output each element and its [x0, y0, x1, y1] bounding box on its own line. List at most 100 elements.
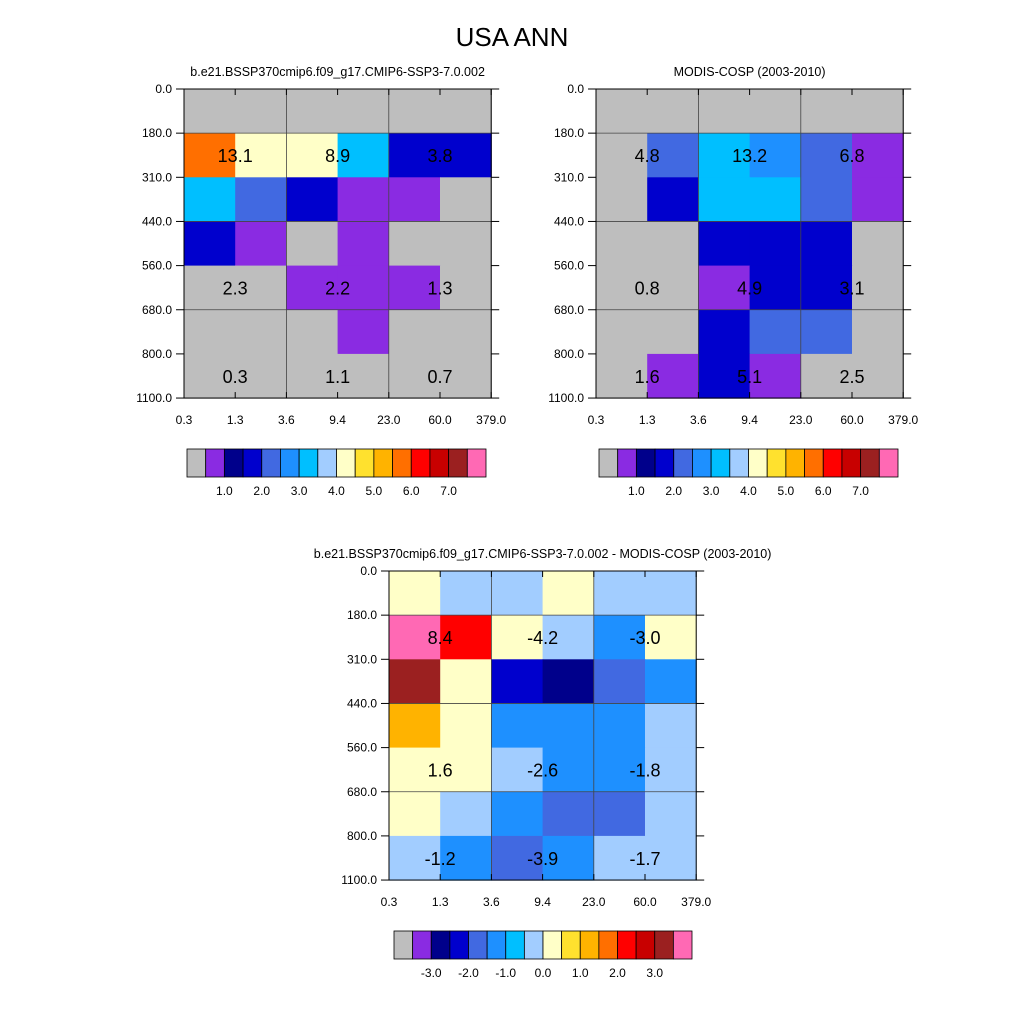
heatmap-cell — [491, 703, 544, 749]
heatmap-cell — [184, 177, 236, 223]
heatmap-cell — [593, 615, 646, 660]
colorbar-swatch — [430, 930, 451, 960]
heatmap-cell — [596, 353, 648, 399]
y-tick-label: 560.0 — [554, 259, 584, 273]
heatmap-cell — [491, 659, 544, 705]
x-tick-label: 3.6 — [690, 413, 707, 427]
y-tick-label: 560.0 — [142, 259, 172, 273]
heatmap-cell — [800, 353, 853, 399]
block-value-label: 2.5 — [839, 367, 864, 387]
block-value-label: -3.9 — [527, 849, 558, 869]
colorbar-swatch — [710, 448, 731, 478]
heatmap-cell — [749, 309, 802, 355]
heatmap-cell — [440, 791, 492, 837]
heatmap-cell — [337, 177, 390, 223]
heatmap-cell — [184, 353, 236, 399]
heatmap-cell — [286, 133, 339, 178]
heatmap-cell — [647, 89, 699, 134]
heatmap-cell — [235, 353, 287, 399]
y-tick-label: 0.0 — [155, 82, 172, 96]
colorbar-label: 1.0 — [572, 966, 589, 980]
heatmap-cell — [698, 177, 751, 223]
heatmap-cell — [596, 177, 648, 223]
y-tick-label: 680.0 — [142, 303, 172, 317]
heatmap-cell — [542, 703, 595, 749]
heatmap-cell — [440, 177, 492, 223]
heatmap-cell — [389, 659, 441, 705]
colorbar-swatch — [579, 930, 600, 960]
block-value-label: 8.4 — [428, 628, 453, 648]
heatmap-cell — [596, 133, 648, 178]
block-value-label: 13.2 — [732, 146, 767, 166]
x-tick-label: 379.0 — [888, 413, 918, 427]
colorbar-label: 5.0 — [366, 484, 383, 498]
heatmap-cell — [852, 221, 904, 267]
colorbar-label: 6.0 — [403, 484, 420, 498]
x-tick-label: 9.4 — [741, 413, 758, 427]
heatmap-cell — [800, 89, 853, 134]
heatmap-cell — [593, 835, 646, 881]
panel-title: b.e21.BSSP370cmip6.f09_g17.CMIP6-SSP3-7.… — [190, 65, 485, 79]
heatmap-cell — [593, 747, 646, 793]
heatmap-cell — [645, 615, 697, 660]
heatmap-cell — [440, 353, 492, 399]
colorbar-swatch — [673, 448, 693, 478]
x-tick-label: 379.0 — [476, 413, 506, 427]
heatmap-cell — [337, 133, 390, 178]
colorbar-label: 1.0 — [216, 484, 233, 498]
y-tick-label: 1100.0 — [136, 391, 172, 405]
colorbar-swatch — [822, 448, 843, 478]
colorbar-swatch — [392, 448, 412, 478]
panel-title: MODIS-COSP (2003-2010) — [674, 65, 826, 79]
heatmap-cell — [647, 353, 699, 399]
colorbar-swatch — [298, 448, 319, 478]
heatmap-cell — [645, 835, 697, 881]
heatmap-cell — [596, 265, 648, 311]
colorbar-label: 2.0 — [253, 484, 270, 498]
heatmap-cell — [647, 221, 699, 267]
colorbar-swatch — [542, 930, 563, 960]
x-tick-label: 0.3 — [381, 895, 398, 909]
y-tick-label: 800.0 — [142, 347, 172, 361]
heatmap-cell — [749, 177, 802, 223]
heatmap-cell — [337, 265, 390, 311]
colorbar-swatch — [523, 930, 544, 960]
heatmap-cell — [852, 133, 904, 178]
heatmap-cell — [440, 747, 492, 793]
heatmap-cell — [337, 89, 390, 134]
x-tick-label: 1.3 — [432, 895, 449, 909]
colorbar-swatch — [410, 448, 431, 478]
heatmap-cell — [800, 221, 853, 267]
colorbar-label: -2.0 — [458, 966, 479, 980]
heatmap-cell — [596, 221, 648, 267]
block-value-label: -4.2 — [527, 628, 558, 648]
heatmap-cell — [852, 353, 904, 399]
block-value-label: 3.1 — [839, 279, 864, 299]
heatmap-cell — [286, 309, 339, 355]
heatmap-cell — [593, 571, 646, 616]
colorbar-swatch — [354, 448, 375, 478]
panel-2: MODIS-COSP (2003-2010) 0.3 1.3 3.6 9.4 23.0 60… — [548, 65, 918, 498]
colorbar-swatch — [373, 448, 393, 478]
colorbar-swatch — [336, 448, 356, 478]
colorbar-swatch — [617, 448, 637, 478]
x-tick-label: 0.3 — [176, 413, 193, 427]
x-tick-label: 23.0 — [582, 895, 606, 909]
colorbar-label: 3.0 — [291, 484, 308, 498]
x-tick-label: 1.3 — [639, 413, 656, 427]
colorbar-swatch — [486, 930, 507, 960]
colorbar-label: 3.0 — [703, 484, 720, 498]
heatmap-cell — [645, 747, 697, 793]
heatmap-cell — [542, 835, 595, 881]
heatmap-cell — [749, 353, 802, 399]
y-tick-label: 180.0 — [347, 608, 377, 622]
colorbar-swatch — [505, 930, 525, 960]
figure-title: USA ANN — [456, 22, 569, 52]
heatmap-cell — [440, 703, 492, 749]
block-value-label: 4.8 — [635, 146, 660, 166]
colorbar-swatch — [748, 448, 768, 478]
block-value-label: 4.9 — [737, 279, 762, 299]
block-value-label: -1.7 — [629, 849, 660, 869]
heatmap-cell — [388, 353, 441, 399]
heatmap-cell — [389, 703, 441, 749]
